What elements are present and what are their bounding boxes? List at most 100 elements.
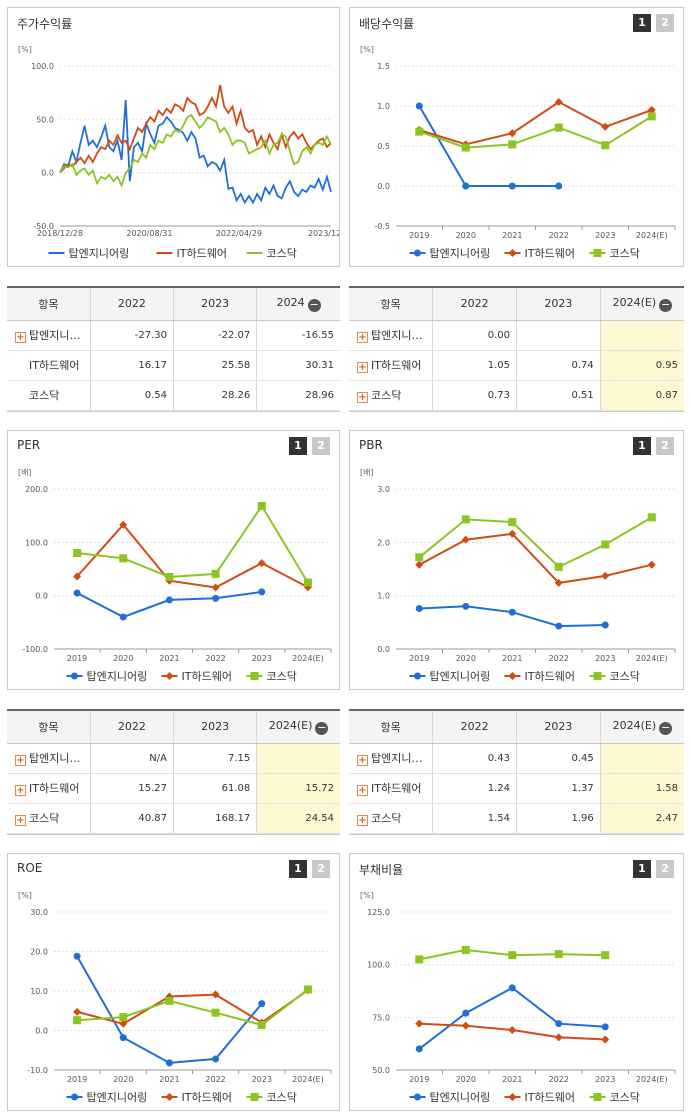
y-tick-label: -10.0: [27, 1066, 48, 1075]
table-cell: -22.07: [173, 320, 258, 351]
y-unit-label: [%]: [18, 45, 32, 54]
table-cell: 0.00: [432, 320, 517, 351]
data-point: [258, 1000, 266, 1008]
series-line-1: [76, 955, 263, 1064]
expand-icon[interactable]: +: [15, 785, 26, 797]
y-tick-label: 100.0: [367, 961, 390, 970]
data-point: [165, 992, 174, 1001]
series-line-2: [418, 532, 653, 584]
expand-icon[interactable]: +: [15, 815, 26, 827]
panel-title: 주가수익률: [17, 17, 73, 31]
y-tick-label: 100.0: [31, 62, 54, 71]
view-1-button[interactable]: 1: [289, 437, 307, 455]
column-header: 2024(E) −: [600, 288, 684, 321]
data-table: 항목 2022 2023 2024− + 탑엔지니… -27.30 -22.07 -16.55 I…: [7, 288, 340, 412]
x-tick-label: 2024(E): [292, 1075, 324, 1084]
expand-icon[interactable]: +: [357, 332, 368, 344]
data-point: [119, 1013, 128, 1022]
data-point: [119, 613, 127, 621]
row-label: + 탑엔지니…: [7, 320, 91, 351]
data-point: [165, 996, 174, 1005]
data-point: [415, 102, 423, 110]
data-point: [554, 123, 563, 132]
data-point: [414, 672, 421, 680]
row-label: + 탑엔지니…: [349, 320, 434, 351]
expand-icon[interactable]: +: [357, 362, 368, 374]
column-header: 2023: [173, 711, 258, 744]
legend-label: 탑엔지니어링: [87, 1091, 148, 1104]
column-header: 항목: [349, 711, 434, 744]
y-tick-label: 0.0: [41, 169, 54, 178]
table-row: 코스닥 0.54 28.26 28.96: [7, 380, 340, 412]
expand-icon[interactable]: +: [15, 332, 26, 344]
data-point: [508, 529, 517, 538]
collapse-icon[interactable]: −: [307, 297, 321, 312]
data-point: [593, 1093, 602, 1101]
data-point: [601, 571, 610, 580]
data-point: [303, 578, 312, 587]
view-2-button[interactable]: 2: [656, 14, 674, 32]
data-point: [414, 249, 421, 257]
table-row: + IT하드웨어 1.05 0.74 0.95: [349, 350, 684, 381]
collapse-icon[interactable]: −: [659, 297, 673, 312]
view-1-button[interactable]: 1: [633, 14, 651, 32]
data-table: 항목 2022 2023 2024(E) − + 탑엔지니… N/A 7.15 + IT하드웨어 15…: [7, 711, 340, 835]
x-tick-label: 2022: [205, 654, 225, 663]
y-tick-label: 50.0: [372, 1066, 390, 1075]
column-header: 항목: [7, 711, 91, 744]
data-point: [119, 1034, 127, 1042]
data-point: [647, 112, 656, 121]
data-point: [554, 1033, 563, 1042]
data-point: [211, 990, 220, 999]
table-cell: 0.51: [516, 380, 601, 412]
expand-icon[interactable]: +: [357, 815, 368, 827]
data-point: [555, 182, 563, 190]
data-point: [508, 1025, 517, 1034]
data-point: [211, 569, 220, 578]
data-point: [508, 518, 517, 527]
table-cell: 28.96: [256, 380, 340, 412]
view-1-button[interactable]: 1: [633, 437, 651, 455]
view-2-button[interactable]: 2: [656, 860, 674, 878]
data-point: [415, 1019, 424, 1028]
table-cell: 2.47: [600, 803, 684, 835]
data-point: [647, 106, 656, 114]
expand-icon[interactable]: +: [357, 785, 368, 797]
data-point: [415, 604, 423, 612]
series-line-2: [76, 989, 309, 1025]
series-line-1: [418, 105, 559, 187]
view-2-button[interactable]: 2: [312, 437, 330, 455]
view-2-button[interactable]: 2: [312, 860, 330, 878]
table-cell: 1.05: [432, 350, 517, 381]
view-2-button[interactable]: 2: [656, 437, 674, 455]
collapse-icon[interactable]: −: [315, 720, 329, 735]
data-point: [165, 573, 174, 581]
chart-debt-ratio: [%] 125.0 100.0 75.0 50.0 2019 2020 2021 2022 202…: [360, 891, 676, 1104]
data-point: [462, 602, 470, 610]
x-tick-label: 2019: [409, 231, 429, 240]
y-tick-label: 200.0: [25, 485, 48, 494]
data-point: [461, 1021, 470, 1030]
expand-icon[interactable]: +: [357, 755, 368, 767]
x-tick-label: 2019: [67, 654, 87, 663]
column-header: 2024(E) −: [256, 711, 340, 744]
table-cell: 0.74: [516, 350, 601, 381]
data-point: [211, 583, 220, 592]
x-tick-label: 2020: [113, 1075, 133, 1084]
table-pbr: 항목 2022 2023 2024(E) − + 탑엔지니… 0.43 0.45 + IT하드웨어 1…: [349, 709, 684, 835]
collapse-icon[interactable]: −: [659, 720, 673, 735]
data-point: [303, 985, 312, 994]
view-1-button[interactable]: 1: [633, 860, 651, 878]
data-point: [415, 553, 424, 562]
column-header: 2022: [432, 288, 517, 321]
panel-stock-return: 주가수익률 [%] 100.0 50.0 0.0 -50.0 2018/12/28 2020…: [7, 7, 340, 267]
data-point: [508, 1093, 517, 1101]
expand-icon[interactable]: +: [15, 755, 26, 767]
view-1-button[interactable]: 1: [289, 860, 307, 878]
column-header: 항목: [7, 288, 91, 321]
table-cell: [600, 743, 684, 774]
column-header: 2023: [516, 288, 601, 321]
expand-icon[interactable]: +: [357, 392, 368, 404]
x-tick-label: 2019: [409, 654, 429, 663]
legend-label: 탑엔지니어링: [430, 1091, 491, 1104]
